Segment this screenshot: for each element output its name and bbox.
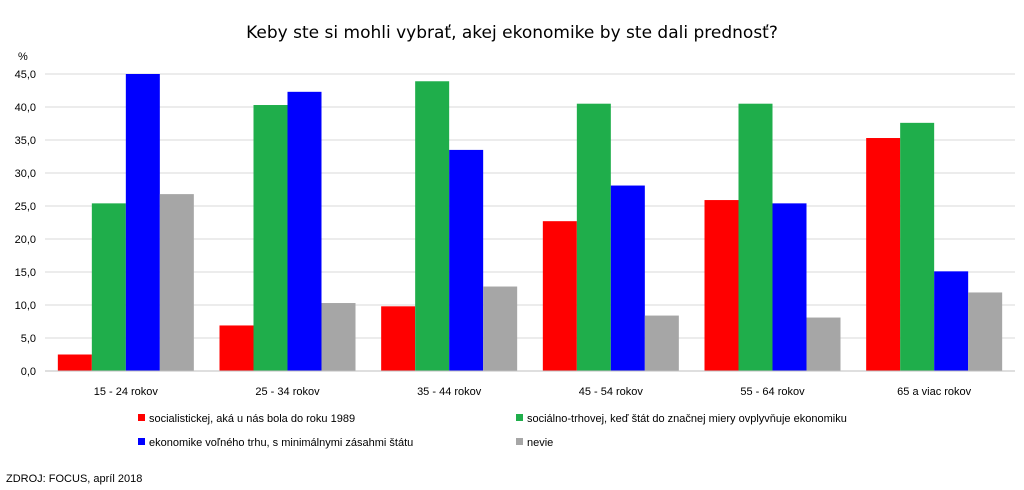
bar: [704, 200, 739, 371]
bar: [57, 354, 92, 371]
y-tick-label: 15,0: [15, 267, 36, 279]
axis-layer: 0,0 5,0 10,0 15,0 20,0 25,0 30,0 35,0 40,0 45,0 15…: [15, 69, 1015, 398]
y-axis-unit-label: %: [18, 51, 28, 63]
bar: [125, 74, 160, 371]
bar: [576, 103, 611, 371]
bar: [644, 315, 679, 371]
bar: [287, 91, 322, 371]
y-tick-label: 45,0: [15, 69, 36, 81]
y-tick-label: 30,0: [15, 168, 36, 180]
bar: [806, 317, 841, 371]
legend-label: sociálno-trhovej, keď štát do značnej mi…: [527, 413, 847, 425]
bar: [91, 203, 126, 371]
bar: [610, 185, 645, 371]
y-tick-label: 40,0: [15, 102, 36, 114]
bar: [738, 103, 773, 371]
bar: [866, 138, 901, 371]
grid-layer: [45, 73, 1015, 339]
x-category-label: 65 a viac rokov: [897, 386, 971, 398]
bar: [900, 122, 935, 371]
legend-swatch: [516, 414, 523, 421]
x-category-label: 45 - 54 rokov: [579, 386, 644, 398]
source-note: ZDROJ: FOCUS, apríl 2018: [6, 473, 142, 485]
legend-label: nevie: [527, 437, 553, 449]
y-tick-label: 10,0: [15, 300, 36, 312]
bar: [381, 306, 416, 371]
legend-swatch: [138, 438, 145, 445]
bar: [219, 325, 254, 371]
bar: [483, 286, 518, 371]
y-tick-label: 0,0: [21, 366, 36, 378]
bar: [542, 221, 577, 371]
y-tick-label: 35,0: [15, 135, 36, 147]
bar: [772, 203, 807, 371]
legend-label: ekonomike voľného trhu, s minimálnymi zá…: [149, 437, 413, 449]
legend-swatch: [138, 414, 145, 421]
x-category-label: 55 - 64 rokov: [740, 386, 805, 398]
legend: socialistickej, aká u nás bola do roku 1…: [138, 413, 847, 449]
bar: [968, 292, 1003, 371]
y-tick-label: 5,0: [21, 333, 36, 345]
y-tick-label: 25,0: [15, 201, 36, 213]
x-category-label: 35 - 44 rokov: [417, 386, 482, 398]
chart-title: Keby ste si mohli vybrať, akej ekonomike…: [246, 23, 778, 43]
bar: [934, 271, 969, 371]
legend-swatch: [516, 438, 523, 445]
y-tick-label: 20,0: [15, 234, 36, 246]
bar: [449, 149, 484, 371]
bar: [321, 303, 356, 371]
bar: [415, 81, 450, 371]
bar: [253, 105, 288, 372]
x-category-label: 25 - 34 rokov: [255, 386, 320, 398]
bars-layer: [57, 74, 1003, 372]
bar: [159, 194, 194, 371]
legend-label: socialistickej, aká u nás bola do roku 1…: [149, 413, 355, 425]
x-category-label: 15 - 24 rokov: [94, 386, 159, 398]
